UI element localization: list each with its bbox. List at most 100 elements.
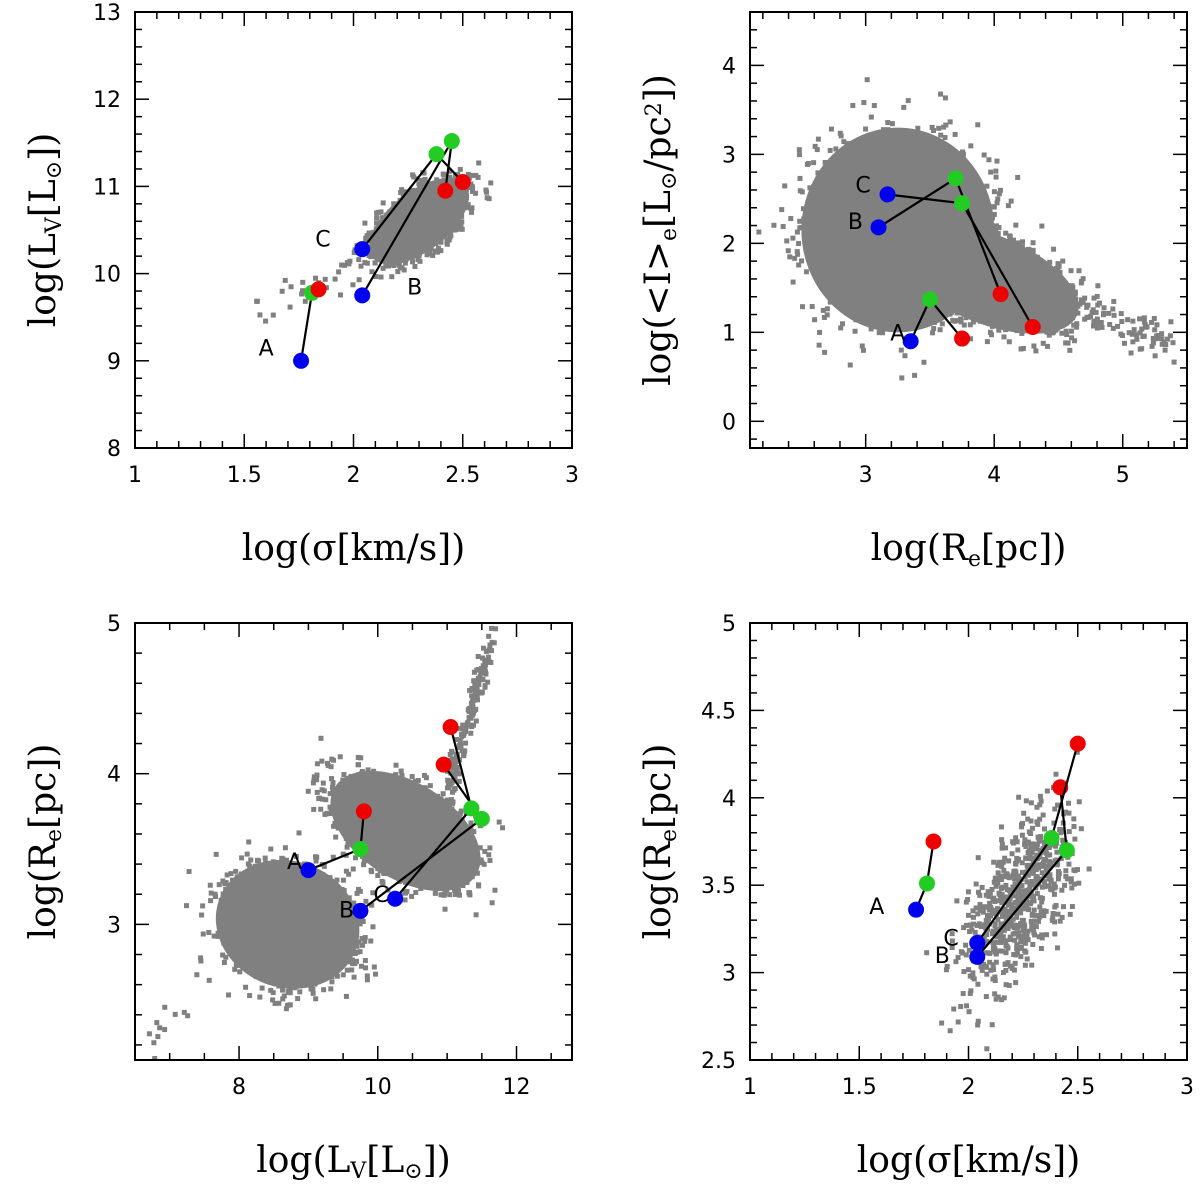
scatter-point bbox=[268, 987, 274, 993]
scatter-point bbox=[387, 261, 393, 267]
x-axis-label: log(σ[km/s]) bbox=[857, 1140, 1081, 1181]
scatter-point bbox=[965, 896, 971, 902]
scatter-point bbox=[451, 814, 457, 820]
scatter-point bbox=[912, 277, 918, 283]
scatter-point bbox=[1025, 937, 1031, 943]
scatter-point bbox=[977, 906, 983, 912]
scatter-point bbox=[486, 852, 492, 858]
scatter-point bbox=[930, 128, 936, 134]
scatter-point bbox=[480, 677, 486, 683]
scatter-point bbox=[910, 237, 916, 243]
scatter-point bbox=[345, 787, 351, 793]
scatter-point bbox=[320, 780, 326, 786]
scatter-point bbox=[480, 663, 486, 669]
scatter-point bbox=[1046, 883, 1052, 889]
scatter-point bbox=[861, 100, 867, 106]
scatter-point bbox=[878, 209, 884, 215]
scatter-point bbox=[227, 948, 233, 954]
scatter-point bbox=[1086, 866, 1092, 872]
scatter-point bbox=[991, 879, 997, 885]
axis-ticks bbox=[134, 622, 572, 1060]
scatter-point bbox=[1037, 895, 1043, 901]
scatter-point bbox=[489, 616, 494, 621]
scatter-point bbox=[915, 237, 921, 243]
scatter-point bbox=[459, 734, 465, 740]
scatter-point bbox=[375, 873, 381, 879]
scatter-point bbox=[423, 883, 429, 889]
scatter-point bbox=[1023, 798, 1029, 804]
x-tick-label: 3 bbox=[1180, 1075, 1194, 1100]
scatter-point bbox=[332, 820, 338, 826]
scatter-point bbox=[230, 877, 236, 883]
scatter-point bbox=[1055, 321, 1061, 327]
scatter-point bbox=[1139, 326, 1145, 332]
scatter-point bbox=[349, 967, 355, 973]
scatter-point bbox=[441, 233, 447, 239]
scatter-point bbox=[206, 930, 212, 936]
scatter-point bbox=[1013, 861, 1019, 867]
scatter-point bbox=[333, 834, 339, 840]
axis-ticks bbox=[134, 11, 573, 449]
scatter-point bbox=[1038, 267, 1044, 273]
scatter-point bbox=[904, 228, 910, 234]
scatter-point bbox=[939, 1020, 945, 1026]
scatter-point bbox=[976, 921, 982, 927]
scatter-point bbox=[980, 906, 986, 912]
scatter-point bbox=[344, 844, 350, 850]
scatter-point bbox=[430, 182, 436, 188]
scatter-point bbox=[346, 929, 352, 935]
scatter-point bbox=[953, 959, 959, 965]
scatter-point bbox=[1054, 849, 1060, 855]
scatter-point bbox=[994, 158, 1000, 164]
scatter-point bbox=[782, 183, 788, 189]
scatter-point bbox=[469, 183, 475, 189]
scatter-point bbox=[908, 239, 914, 245]
scatter-point bbox=[364, 233, 370, 239]
scatter-point bbox=[473, 851, 479, 857]
scatter-point bbox=[345, 827, 351, 833]
scatter-point bbox=[911, 318, 917, 324]
track-point-blue bbox=[902, 333, 919, 350]
track-point-blue bbox=[870, 219, 887, 236]
scatter-point bbox=[270, 859, 276, 865]
scatter-point bbox=[1049, 887, 1055, 893]
scatter-point bbox=[1077, 301, 1083, 307]
scatter-point bbox=[918, 276, 924, 282]
scatter-point bbox=[1060, 258, 1066, 264]
scatter-point bbox=[1068, 879, 1074, 885]
x-tick-label: 12 bbox=[503, 1075, 531, 1100]
track-point-blue bbox=[969, 948, 986, 965]
scatter-point bbox=[934, 228, 940, 234]
scatter-point bbox=[1021, 900, 1027, 906]
scatter-point bbox=[1033, 272, 1039, 278]
track-label: B bbox=[935, 944, 950, 969]
scatter-point bbox=[447, 881, 453, 887]
scatter-point bbox=[311, 774, 317, 780]
scatter-point bbox=[796, 262, 802, 268]
scatter-point bbox=[444, 240, 450, 246]
scatter-point bbox=[368, 867, 374, 873]
scatter-point bbox=[885, 120, 891, 126]
scatter-point bbox=[426, 182, 432, 188]
scatter-point bbox=[487, 642, 493, 648]
scatter-point bbox=[1060, 837, 1066, 843]
scatter-point bbox=[329, 964, 335, 970]
scatter-point bbox=[220, 878, 226, 884]
scatter-point bbox=[446, 779, 452, 785]
scatter-point bbox=[951, 224, 957, 230]
scatter-point bbox=[1053, 267, 1059, 273]
scatter-point bbox=[1140, 334, 1146, 340]
scatter-point bbox=[1069, 283, 1075, 289]
scatter-point bbox=[941, 124, 947, 130]
scatter-point bbox=[990, 976, 996, 982]
scatter-point bbox=[362, 260, 368, 266]
scatter-point bbox=[921, 359, 927, 365]
scatter-point bbox=[1046, 332, 1052, 338]
scatter-point bbox=[796, 152, 802, 158]
scatter-point bbox=[1017, 934, 1023, 940]
scatter-point bbox=[270, 997, 276, 1003]
scatter-point bbox=[343, 897, 349, 903]
scatter-point bbox=[837, 130, 843, 136]
scatter-point bbox=[1012, 960, 1018, 966]
scatter-point bbox=[944, 300, 950, 306]
